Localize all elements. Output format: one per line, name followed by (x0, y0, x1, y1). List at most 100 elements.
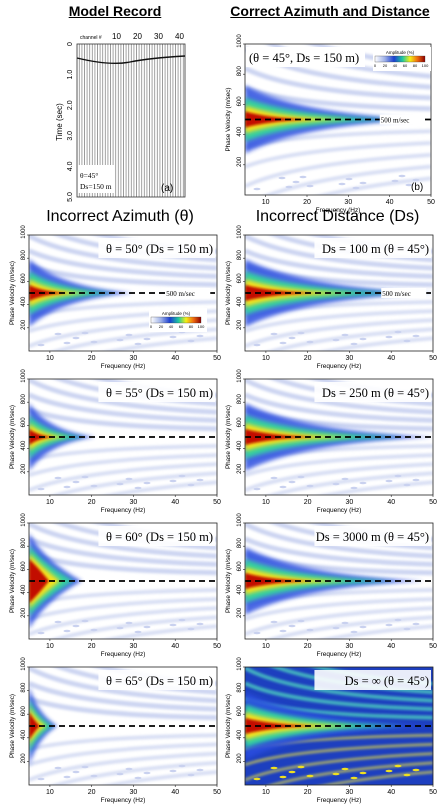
noise-blob (306, 628, 314, 632)
dispersion-panel-az55: θ = 55° (Ds = 150 m) 10 20 30 40 50 Frequency … (9, 369, 221, 514)
y-tick-label: 1000 (237, 34, 243, 48)
x-tick-label: 30 (130, 355, 138, 362)
plot-frame (244, 666, 434, 786)
panel-title: Ds = 3000 m (θ = 45°) (316, 530, 429, 544)
noise-blob (359, 625, 367, 629)
noise-blob (116, 626, 124, 630)
panel-letter-a: (a) (161, 183, 173, 194)
y-tick-label: 200 (237, 156, 243, 167)
x-tick-label: 40 (387, 643, 395, 650)
noise-blob (270, 476, 278, 480)
y-axis-label: Phase Velocity (m/sec) (9, 405, 16, 469)
plot-frame (244, 43, 432, 196)
y-axis-label: Phase Velocity (m/sec) (225, 405, 232, 469)
dispersion-panel-ds3000: Ds = 3000 m (θ = 45°) 10 20 30 40 50 Frequency… (225, 513, 437, 658)
noise-blob (63, 341, 71, 345)
noise-blob (253, 343, 261, 347)
x-axis-label: Frequency (Hz) (101, 797, 146, 804)
noise-blob (279, 485, 287, 489)
lower-mode-band (245, 309, 433, 334)
noise-blob (187, 483, 195, 487)
noise-blob (412, 478, 420, 482)
higher-mode-band (245, 66, 431, 101)
noise-blob (63, 629, 71, 633)
noise-blob (403, 773, 411, 777)
legend-tick: 100 (198, 324, 205, 329)
legend-tick: 40 (393, 63, 398, 68)
noise-blob (359, 181, 367, 185)
x-tick-label: 50 (429, 789, 437, 796)
x-tick-label: 30 (346, 355, 354, 362)
noise-blob (394, 764, 402, 768)
lower-mode-band (29, 597, 217, 622)
noise-blob (341, 767, 349, 771)
channel-label: channel # (80, 35, 102, 41)
lower-mode-band (316, 176, 431, 195)
noise-blob (143, 771, 151, 775)
noise-blob (116, 482, 124, 486)
y-tick-label: 1000 (237, 225, 243, 239)
x-tick-label: 20 (88, 499, 96, 506)
lower-mode-band (245, 141, 431, 169)
noise-blob (359, 337, 367, 341)
lower-mode-band (245, 318, 433, 349)
legend-title: Amplitude (%) (386, 50, 415, 55)
y-tick-label: 200 (21, 463, 27, 474)
x-axis-label: Frequency (Hz) (101, 507, 146, 514)
lower-mode-band (245, 453, 433, 478)
plot-frame (28, 522, 218, 640)
noise-blob (278, 176, 286, 180)
dispersion-panel-az65: θ = 65° (Ds = 150 m) 10 20 30 40 50 Frequency … (9, 657, 221, 804)
higher-mode-band (245, 392, 433, 423)
noise-blob (279, 341, 287, 345)
x-tick-label: 20 (304, 789, 312, 796)
panel-title: θ = 50° (Ds = 150 m) (106, 242, 213, 256)
dispersion-panel-b: 500 m/sec (θ = 45°, Ds = 150 m) (b) Amplitu… (225, 34, 435, 214)
legend-tick: 20 (159, 324, 164, 329)
noise-blob (394, 618, 402, 622)
x-tick-label: 10 (262, 355, 270, 362)
x-tick-label: 10 (262, 789, 270, 796)
noise-blob (187, 773, 195, 777)
y-tick-label: 400 (21, 440, 27, 451)
x-tick-label: 40 (386, 199, 394, 206)
noise-blob (178, 618, 186, 622)
x-tick-label: 20 (88, 789, 96, 796)
noise-blob (297, 475, 305, 479)
lower-mode-band (245, 462, 433, 493)
y-tick-label: 800 (21, 394, 27, 405)
noise-blob (253, 487, 261, 491)
y-tick-label: 200 (21, 607, 27, 618)
higher-mode-band (29, 681, 217, 712)
noise-blob (297, 331, 305, 335)
noise-blob (359, 771, 367, 775)
legend-tick: 100 (422, 63, 429, 68)
noise-blob (306, 484, 314, 488)
noise-blob (143, 625, 151, 629)
channel-tick: 20 (133, 32, 142, 41)
noise-blob (385, 479, 393, 483)
x-tick-label: 20 (303, 199, 311, 206)
plot-frame (244, 234, 434, 352)
x-tick-label: 30 (344, 199, 352, 206)
legend-tick: 60 (403, 63, 408, 68)
reference-line-label: 500 m/sec (381, 117, 410, 125)
panel-letter-b: (b) (411, 182, 423, 193)
lower-mode-band (101, 770, 217, 785)
model-record-heading: Model Record (68, 3, 162, 19)
noise-blob (169, 623, 177, 627)
lower-mode-band (245, 606, 433, 637)
noise-blob (125, 621, 133, 625)
plot-frame (244, 378, 434, 496)
x-axis-label: Frequency (Hz) (317, 507, 362, 514)
noise-blob (385, 769, 393, 773)
x-tick-label: 10 (262, 199, 270, 206)
noise-blob (54, 766, 62, 770)
y-axis-label: Phase Velocity (m/sec) (225, 261, 232, 325)
x-tick-label: 30 (130, 499, 138, 506)
noise-blob (332, 772, 340, 776)
lower-mode-band (245, 597, 433, 622)
plot-frame (28, 378, 218, 496)
x-tick-label: 10 (262, 643, 270, 650)
